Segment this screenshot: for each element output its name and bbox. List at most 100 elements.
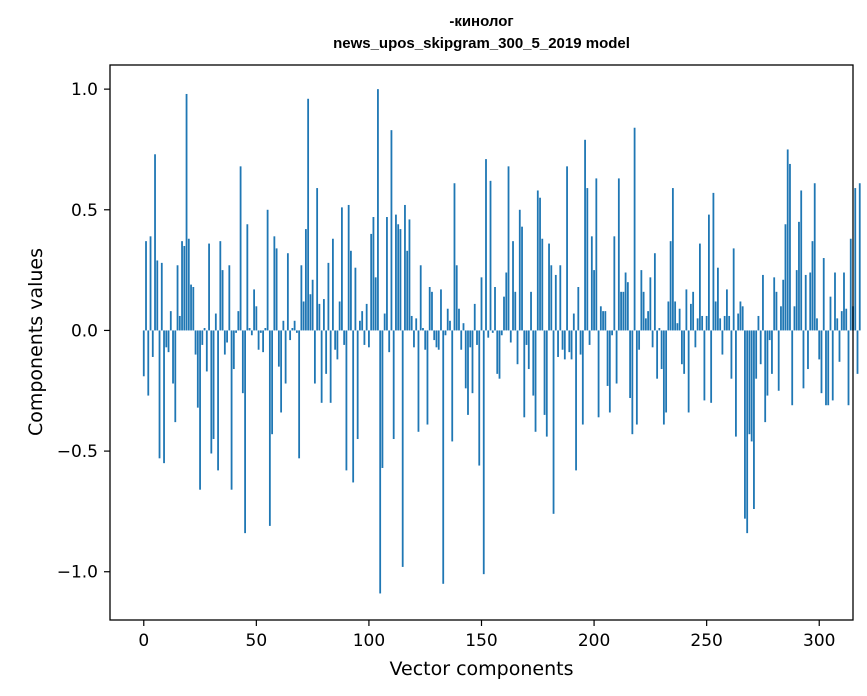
bar xyxy=(827,330,830,406)
y-tick-label: −0.5 xyxy=(57,442,98,462)
bar xyxy=(199,330,201,490)
y-tick-label: 0.0 xyxy=(71,321,98,341)
bar xyxy=(768,330,771,341)
bar xyxy=(676,323,679,331)
bar-series xyxy=(142,89,861,594)
bar xyxy=(226,330,228,343)
bar xyxy=(798,221,800,331)
bar xyxy=(280,330,283,413)
bar xyxy=(370,233,373,331)
bar xyxy=(345,330,348,471)
bar xyxy=(651,330,654,348)
bar xyxy=(322,299,325,331)
bar xyxy=(845,308,848,331)
bar xyxy=(316,188,319,331)
bar xyxy=(775,291,778,331)
bar xyxy=(840,311,843,331)
bar xyxy=(820,330,823,394)
bar xyxy=(390,130,393,331)
bar xyxy=(498,330,501,379)
bar xyxy=(471,330,474,394)
bar xyxy=(311,279,314,331)
bar xyxy=(615,330,618,384)
bar xyxy=(633,127,636,331)
bar xyxy=(570,330,573,360)
bar xyxy=(415,318,418,331)
bar xyxy=(667,301,670,331)
bar xyxy=(239,166,242,331)
bar xyxy=(235,330,237,333)
bar xyxy=(784,224,787,331)
bar xyxy=(266,209,269,331)
bar xyxy=(248,328,251,331)
bar xyxy=(374,277,377,331)
bar xyxy=(417,330,420,432)
bar xyxy=(386,217,388,331)
bar xyxy=(163,330,165,464)
bar xyxy=(201,330,204,345)
bar xyxy=(703,330,706,401)
bar xyxy=(354,267,357,331)
bar xyxy=(372,217,375,331)
bar xyxy=(428,287,431,331)
bar xyxy=(838,330,841,362)
bar xyxy=(791,330,794,406)
bar xyxy=(149,236,152,331)
axis-ticks: 0 50 100 150 200 250 300 −1.0 −0.5 0.0 0.5 1.0 xyxy=(57,80,836,651)
bar xyxy=(395,214,397,331)
bar xyxy=(518,209,521,331)
bar xyxy=(462,323,465,331)
bar xyxy=(595,178,598,331)
bar xyxy=(606,330,609,386)
bar xyxy=(262,330,264,353)
bar xyxy=(192,287,195,331)
bar xyxy=(640,270,643,331)
bar xyxy=(575,330,577,471)
bar xyxy=(485,159,487,331)
bar xyxy=(300,265,303,331)
bar xyxy=(563,330,566,360)
bar xyxy=(444,330,447,336)
bar xyxy=(687,330,690,413)
bar xyxy=(856,330,859,374)
bar xyxy=(230,330,233,490)
bar xyxy=(719,318,722,331)
bar xyxy=(500,330,503,336)
bar xyxy=(381,330,384,468)
bar xyxy=(683,330,686,374)
bar xyxy=(550,265,553,331)
bar xyxy=(453,183,456,331)
bar xyxy=(478,330,481,466)
bar xyxy=(599,306,602,331)
bar xyxy=(732,248,735,331)
bar xyxy=(786,149,789,331)
bar xyxy=(759,330,762,365)
bar xyxy=(730,330,733,379)
bar xyxy=(401,330,404,567)
bar xyxy=(205,330,208,372)
bar xyxy=(534,330,537,432)
bar xyxy=(244,330,246,534)
bar xyxy=(692,291,695,331)
bar xyxy=(185,93,188,331)
bar xyxy=(338,301,341,331)
bar xyxy=(469,330,472,348)
bar xyxy=(750,330,753,442)
bar xyxy=(476,330,478,345)
bar xyxy=(800,190,803,331)
bar xyxy=(295,330,298,333)
bar xyxy=(332,238,334,331)
bar xyxy=(777,330,780,391)
bar xyxy=(446,308,449,331)
bar xyxy=(336,330,339,360)
bar xyxy=(735,330,737,437)
bar xyxy=(590,236,593,331)
bar xyxy=(714,301,717,331)
bar xyxy=(496,330,499,374)
bar xyxy=(392,330,395,440)
bar xyxy=(807,330,809,370)
bar xyxy=(811,241,814,331)
bar xyxy=(617,178,620,331)
bar xyxy=(223,330,226,355)
bar xyxy=(847,330,850,406)
